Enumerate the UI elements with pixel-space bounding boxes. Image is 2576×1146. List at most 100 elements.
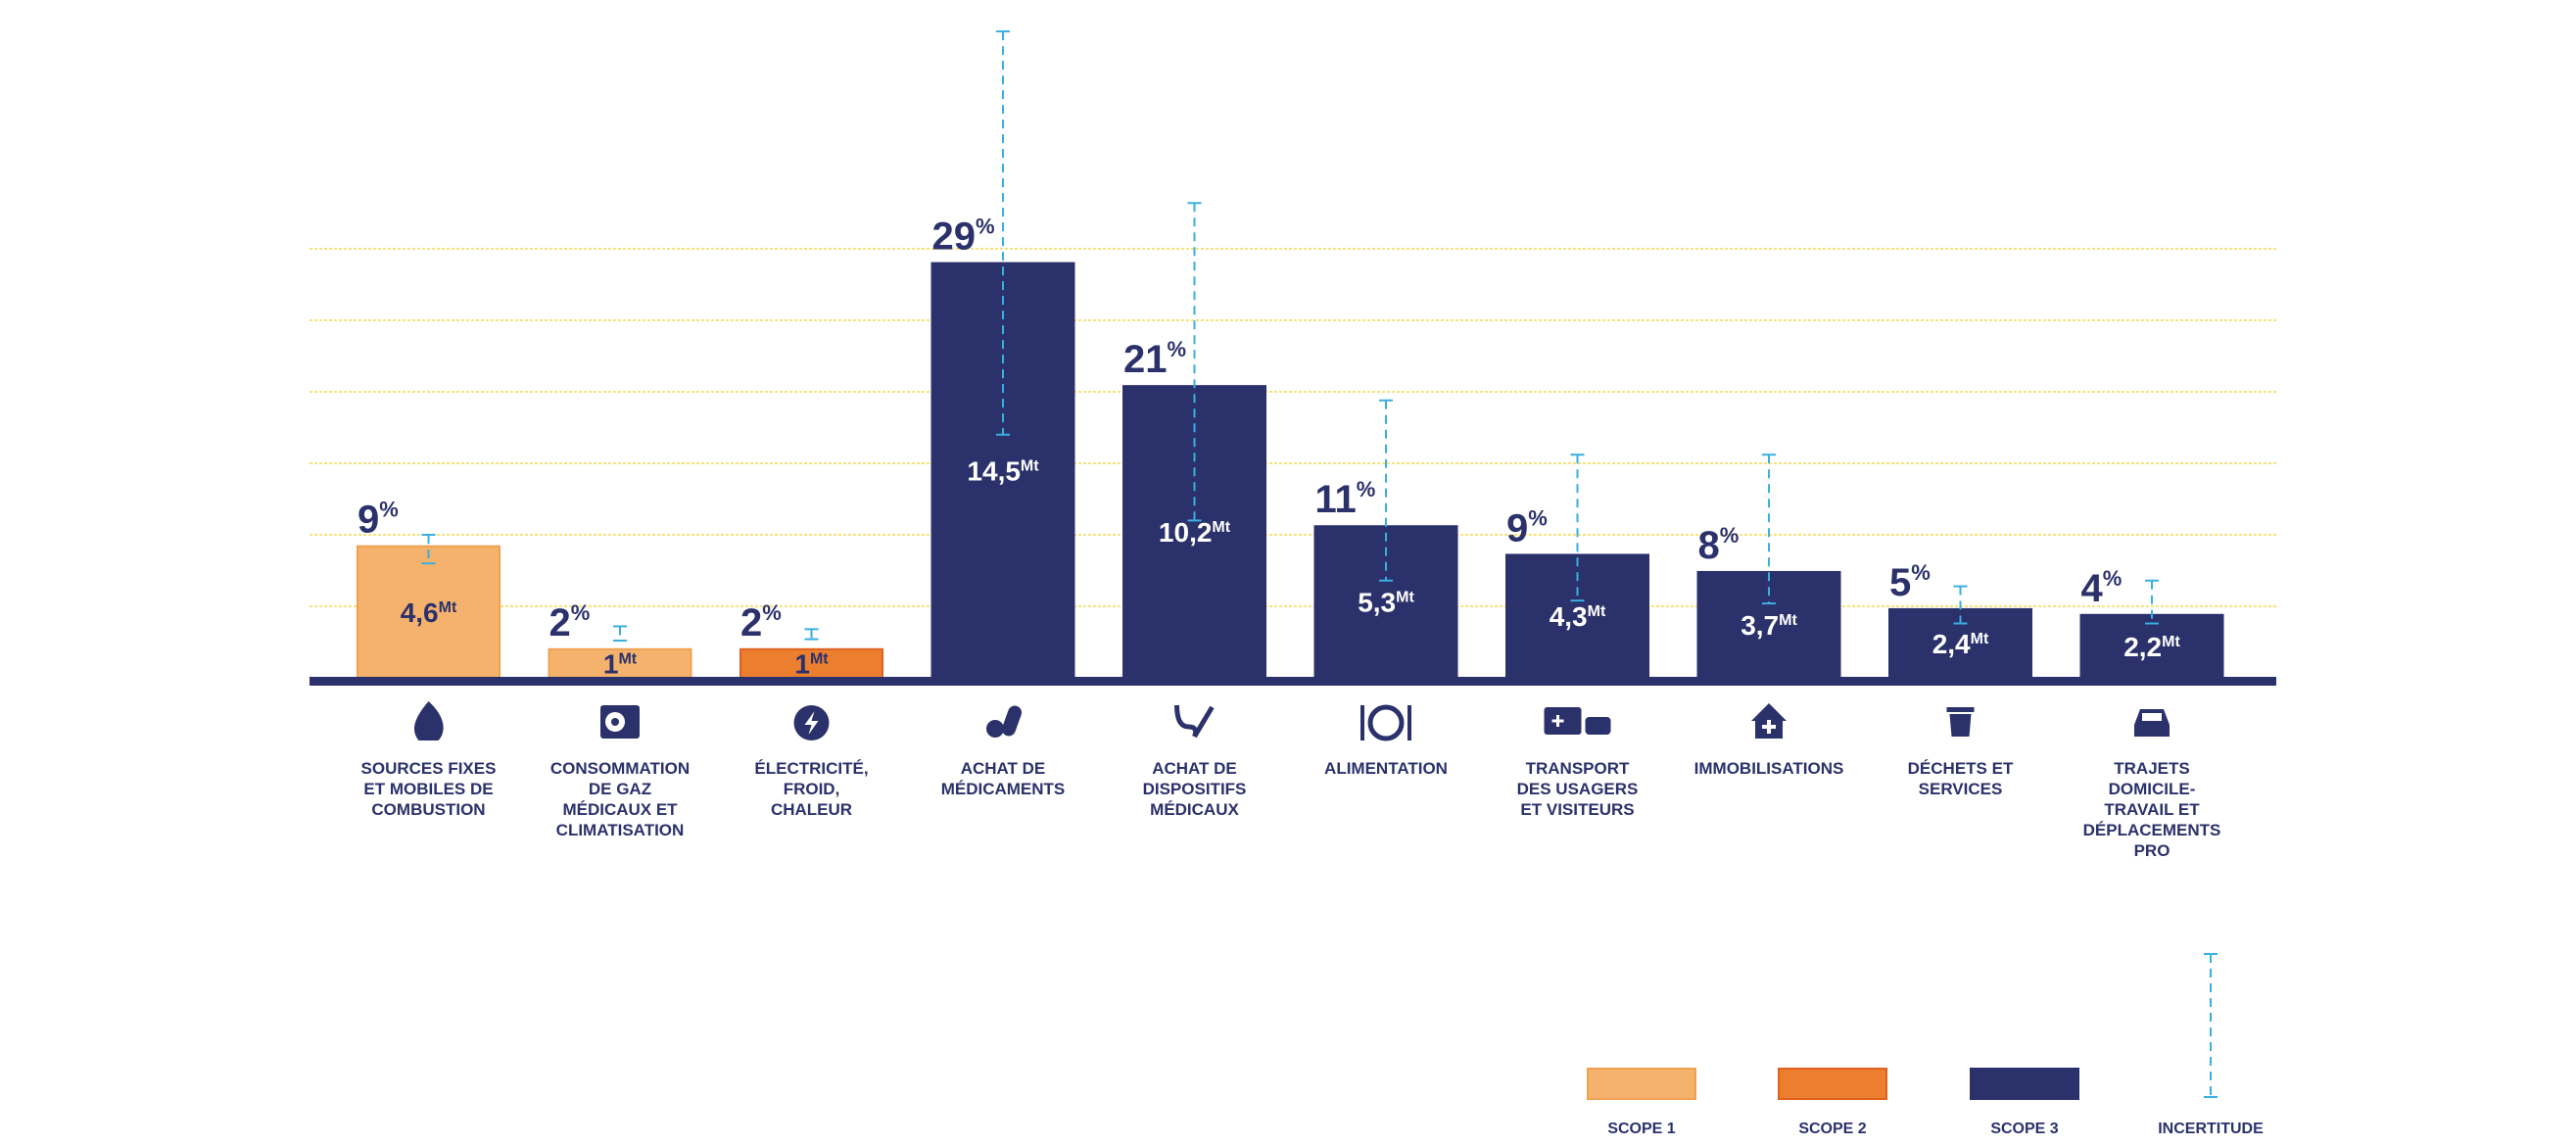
value-unit: Mt <box>618 650 637 667</box>
category-label-line: ET VISITEURS <box>1520 800 1634 819</box>
uncertainty-bar-7 <box>1570 454 1585 602</box>
category-label: ALIMENTATION <box>1324 759 1448 778</box>
percent-label: 9% <box>358 498 399 542</box>
value-unit: Mt <box>1021 457 1039 474</box>
flame-icon <box>413 701 444 740</box>
value-unit: Mt <box>810 650 829 667</box>
hospital-building-icon <box>1751 703 1787 739</box>
uncertainty-bar-3 <box>804 628 819 641</box>
category-label-line: ÉLECTRICITÉ, <box>754 759 868 778</box>
legend-label-scope3: SCOPE 3 <box>1990 1121 2058 1137</box>
category-label-line: ACHAT DE <box>961 759 1046 778</box>
bar-1 <box>357 545 501 679</box>
uncertainty-bar-9 <box>1953 585 1968 625</box>
category-label: ÉLECTRICITÉ, FROID, CHALEUR <box>754 759 868 819</box>
percent-label: 21% <box>1123 337 1186 381</box>
legend-swatch-scope3 <box>1970 1068 2079 1100</box>
percent-label: 11% <box>1315 477 1376 521</box>
value-unit: Mt <box>1779 612 1797 629</box>
cross <box>1762 720 1776 734</box>
ambulance-car-icon <box>1544 707 1611 735</box>
category-label-line: TRAJETS <box>2114 759 2189 778</box>
value-unit: Mt <box>1971 631 1989 647</box>
value-unit: Mt <box>2162 634 2180 650</box>
percent-label: 2% <box>549 600 591 645</box>
bars <box>357 262 2224 680</box>
legend: SCOPE 1 SCOPE 2 SCOPE 3 INCERTITUDE <box>1587 953 2264 1137</box>
capsule <box>1001 705 1023 737</box>
category-label: ACHAT DE DISPOSITIFS MÉDICAUX <box>1143 759 1247 819</box>
percent-sign: % <box>762 600 782 625</box>
percent-label: 29% <box>932 215 995 259</box>
labels: 9%4,6Mt 2%1Mt2%1Mt29%14,5Mt21%10,2Mt11%5,… <box>358 215 2180 680</box>
category-label-line: ALIMENTATION <box>1324 759 1448 778</box>
category-label-line: DÉCHETS ET <box>1908 759 2014 778</box>
percent-sign: % <box>1528 505 1548 530</box>
uncertainty-bar-6 <box>1379 399 1393 582</box>
percent-sign: % <box>976 215 995 239</box>
category-label-line: MÉDICAUX <box>1150 800 1239 819</box>
category-label-line: TRANSPORT <box>1526 759 1630 778</box>
category-label-line: MÉDICAMENTS <box>941 780 1066 798</box>
value-unit: Mt <box>1396 590 1414 606</box>
percent-label: 4% <box>2081 566 2123 610</box>
bin <box>1949 714 1972 737</box>
windshield <box>2142 713 2162 721</box>
category-label-line: CLIMATISATION <box>556 821 685 839</box>
lightning-icon <box>793 705 830 740</box>
category-label-line: TRAVAIL ET <box>2104 800 2200 819</box>
category-label: ACHAT DE MÉDICAMENTS <box>941 759 1066 798</box>
category-label-line: ET MOBILES DE <box>363 780 493 798</box>
uncertainty-bar-4 <box>996 30 1010 436</box>
category-label: IMMOBILISATIONS <box>1694 759 1844 778</box>
value-unit: Mt <box>439 599 457 616</box>
bar-5 <box>1122 385 1266 679</box>
category-label-line: COMBUSTION <box>371 800 485 819</box>
fan-hub <box>611 718 619 726</box>
legend-label-scope1: SCOPE 1 <box>1607 1121 1675 1137</box>
category-label-line: DE GAZ <box>589 780 651 798</box>
bar-10 <box>2079 613 2224 680</box>
category-label-line: SOURCES FIXES <box>361 759 497 778</box>
uncertainty-bar-1 <box>421 534 436 565</box>
car <box>1585 717 1611 735</box>
category-label-line: DÉPLACEMENTS <box>2083 821 2221 839</box>
pill-round <box>986 720 1004 738</box>
car-icon <box>2134 709 2170 737</box>
plate <box>1367 704 1405 741</box>
percent-label: 2% <box>740 600 782 645</box>
legend-uncertainty-symbol <box>2204 953 2218 1098</box>
category-label-line: DISPOSITIFS <box>1143 780 1247 798</box>
x-axis <box>310 677 2276 686</box>
plate-icon <box>1360 704 1411 741</box>
category-label-line: PRO <box>2134 841 2171 860</box>
lid <box>1946 707 1975 712</box>
category-label: SOURCES FIXES ET MOBILES DE COMBUSTION <box>361 759 497 819</box>
error-bars <box>421 30 2159 643</box>
category-label: CONSOMMATION DE GAZ MÉDICAUX ET CLIMATISATI… <box>550 759 690 839</box>
uncertainty-bar-8 <box>1762 454 1776 605</box>
category-label-line: ACHAT DE <box>1152 759 1237 778</box>
percent-sign: % <box>571 600 591 625</box>
category-label-line: MÉDICAUX ET <box>562 800 678 819</box>
percent-sign: % <box>1168 337 1187 361</box>
legend-swatch-scope2 <box>1778 1068 1887 1100</box>
legend-label-uncertainty: INCERTITUDE <box>2158 1121 2264 1137</box>
percent-sign: % <box>1911 560 1931 585</box>
uncertainty-bar-2 <box>613 625 627 643</box>
cross <box>1551 715 1564 727</box>
legend-swatch-scope1 <box>1587 1068 1696 1100</box>
category-label-line: FROID, <box>784 780 840 798</box>
pills-icon <box>986 705 1023 738</box>
stethoscope-icon <box>1174 704 1215 739</box>
uncertainty-bar-5 <box>1187 202 1202 522</box>
category-label: TRAJETS DOMICILE- TRAVAIL ET DÉPLACEMENTS PR… <box>2083 759 2221 860</box>
fork <box>1360 705 1364 740</box>
category-labels: SOURCES FIXES ET MOBILES DE COMBUSTION CONS… <box>361 701 2221 860</box>
category-label-line: IMMOBILISATIONS <box>1694 759 1844 778</box>
category-label-line: DES USAGERS <box>1517 780 1639 798</box>
category-label: DÉCHETS ET SERVICES <box>1908 759 2014 798</box>
percent-sign: % <box>2103 566 2123 591</box>
percent-sign: % <box>1720 523 1740 548</box>
